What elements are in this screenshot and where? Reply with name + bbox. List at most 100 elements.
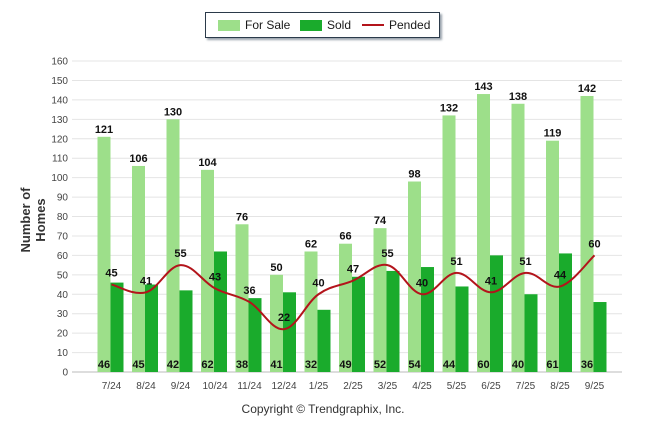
data-label-sold: 32: [305, 359, 317, 371]
data-label-pended: 47: [347, 264, 359, 276]
y-tick-label: 30: [57, 309, 69, 320]
data-label-for-sale: 66: [339, 231, 351, 243]
legend-item-pended[interactable]: Pended: [362, 13, 430, 37]
data-label-for-sale: 76: [236, 211, 248, 223]
legend-item-sold[interactable]: Sold: [300, 13, 351, 37]
bar-for-sale: [97, 136, 111, 372]
bar-for-sale: [201, 169, 214, 372]
data-label-pended: 55: [381, 248, 393, 260]
x-tick-label: 1/25: [309, 381, 329, 392]
bar-sold: [593, 302, 607, 372]
bar-sold: [386, 270, 400, 372]
data-label-for-sale: 143: [474, 81, 492, 93]
legend-swatch-pended: [362, 24, 384, 26]
bar-for-sale: [304, 251, 318, 372]
data-label-sold: 41: [270, 359, 282, 371]
x-tick-label: 3/25: [378, 381, 398, 392]
data-label-for-sale: 104: [198, 157, 217, 169]
bar-sold: [145, 284, 158, 372]
x-tick-label: 9/24: [171, 381, 191, 392]
y-tick-label: 20: [57, 329, 69, 340]
bar-for-sale: [166, 119, 180, 372]
x-tick-labels: 7/24 8/24 9/24 10/24 11/24 12/24 1/25 2/25 3/25 4…: [102, 381, 605, 392]
bar-sold: [455, 286, 469, 372]
data-label-sold: 61: [546, 359, 558, 371]
data-label-for-sale: 130: [164, 106, 182, 118]
y-tick-label: 50: [57, 270, 69, 281]
data-label-sold: 40: [512, 359, 524, 371]
bar-for-sale: [580, 95, 594, 373]
x-tick-label: 11/24: [237, 381, 262, 392]
data-label-sold: 62: [201, 359, 213, 371]
y-tick-label: 150: [51, 76, 68, 87]
y-tick-label: 140: [51, 95, 68, 106]
bar-for-sale: [270, 274, 283, 372]
y-tick-label: 10: [57, 348, 69, 359]
x-tick-label: 8/24: [136, 381, 156, 392]
legend-swatch-sold: [300, 19, 322, 31]
data-label-for-sale: 106: [129, 153, 147, 165]
data-label-pended: 41: [485, 275, 497, 287]
legend-label: Pended: [389, 18, 431, 32]
data-label-sold: 46: [98, 359, 110, 371]
data-label-pended: 40: [416, 277, 428, 289]
data-label-sold: 45: [132, 359, 144, 371]
y-tick-label: 40: [57, 290, 69, 301]
data-label-pended: 41: [140, 275, 152, 287]
legend-label: Sold: [327, 18, 352, 32]
legend-swatch-for-sale: [218, 19, 240, 31]
data-label-sold: 42: [167, 359, 179, 371]
bar-sold: [179, 290, 193, 372]
data-labels: 121 46 106 45 130 42 104 62 76 38 50 41 62 32 66 49 74 52…: [95, 81, 601, 371]
legend-item-for-sale[interactable]: For Sale: [218, 13, 290, 37]
y-tick-label: 160: [51, 57, 68, 68]
x-tick-label: 5/25: [447, 381, 467, 392]
x-tick-label: 7/25: [516, 381, 536, 392]
bars: [97, 94, 607, 373]
data-label-for-sale: 62: [305, 238, 317, 250]
x-tick-label: 10/24: [202, 381, 227, 392]
data-label-pended: 36: [243, 285, 255, 297]
data-label-sold: 38: [236, 359, 248, 371]
data-label-sold: 36: [581, 359, 593, 371]
copyright-footer: Copyright © Trendgraphix, Inc.: [241, 402, 405, 416]
bar-sold: [283, 292, 296, 372]
y-tick-label: 60: [57, 251, 69, 262]
data-label-sold: 49: [339, 359, 351, 371]
y-axis-title: Number of Homes: [18, 187, 48, 253]
x-tick-label: 7/24: [102, 381, 122, 392]
y-tick-label: 90: [57, 193, 69, 204]
x-tick-label: 8/25: [550, 381, 570, 392]
data-label-sold: 52: [374, 359, 386, 371]
bar-for-sale: [408, 181, 421, 372]
data-label-sold: 54: [408, 359, 421, 371]
x-tick-label: 12/24: [271, 381, 296, 392]
x-tick-label: 9/25: [585, 381, 605, 392]
bar-for-sale: [511, 103, 525, 372]
data-label-for-sale: 50: [270, 262, 282, 274]
bar-sold: [490, 255, 503, 372]
data-label-for-sale: 119: [544, 128, 562, 140]
bar-sold: [214, 251, 227, 372]
bar-for-sale: [546, 140, 559, 372]
bar-sold: [248, 298, 262, 372]
data-label-for-sale: 98: [408, 169, 420, 181]
bar-sold: [524, 294, 538, 372]
data-label-pended: 51: [519, 256, 531, 268]
data-label-for-sale: 74: [374, 215, 387, 227]
x-tick-label: 2/25: [343, 381, 363, 392]
data-label-pended: 44: [554, 269, 567, 281]
legend: For Sale Sold Pended: [205, 12, 440, 38]
data-label-sold: 44: [443, 359, 456, 371]
y-tick-label: 100: [51, 173, 68, 184]
data-label-pended: 22: [278, 312, 290, 324]
y-tick-labels: 0 10 20 30 40 50 60 70 80 90 100 110 120 130 140 150 160: [51, 57, 68, 379]
data-label-for-sale: 132: [440, 102, 458, 114]
bar-sold: [317, 309, 331, 372]
bar-for-sale: [477, 94, 490, 372]
pended-line: [111, 254, 596, 331]
x-tick-label: 4/25: [412, 381, 432, 392]
data-label-pended: 43: [209, 271, 221, 283]
y-tick-label: 80: [57, 212, 69, 223]
